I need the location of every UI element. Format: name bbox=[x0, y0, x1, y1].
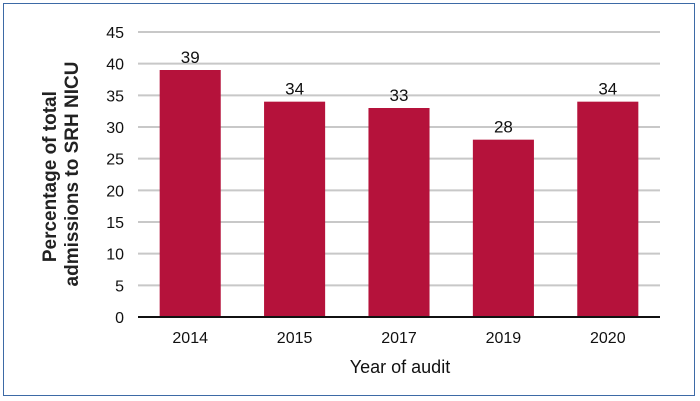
y-tick-label: 10 bbox=[106, 247, 124, 264]
x-tick-labels: 2014 2015 2017 2019 2020 bbox=[172, 330, 625, 347]
y-tick-label: 5 bbox=[115, 278, 124, 295]
data-label-2020: 34 bbox=[598, 80, 617, 99]
y-axis-title: Percentage of total admissions to SRH NI… bbox=[40, 62, 83, 287]
bar-2014 bbox=[159, 70, 221, 317]
x-tick-label-2020: 2020 bbox=[590, 330, 626, 347]
data-label-2017: 33 bbox=[390, 86, 409, 105]
y-tick-label: 25 bbox=[106, 152, 124, 169]
data-label-2019: 28 bbox=[494, 118, 513, 137]
data-label-2015: 34 bbox=[285, 80, 304, 99]
x-tick-label-2014: 2014 bbox=[172, 330, 208, 347]
data-label-2014: 39 bbox=[181, 48, 200, 67]
y-tick-label: 20 bbox=[106, 183, 124, 200]
bar-2017 bbox=[368, 108, 430, 317]
x-tick-label-2015: 2015 bbox=[277, 330, 313, 347]
y-tick-label: 30 bbox=[106, 120, 124, 137]
y-tick-label: 45 bbox=[106, 25, 124, 42]
x-tick-label-2019: 2019 bbox=[486, 330, 522, 347]
data-labels: 39 34 33 28 34 bbox=[181, 48, 618, 137]
y-tick-label: 40 bbox=[106, 57, 124, 74]
x-axis-title: Year of audit bbox=[350, 357, 450, 377]
x-tick-label-2017: 2017 bbox=[381, 330, 417, 347]
bars bbox=[159, 70, 639, 318]
y-tick-label: 0 bbox=[115, 310, 124, 327]
y-axis-title-line-1: Percentage of total bbox=[40, 91, 61, 262]
y-axis-title-line-2: admissions to SRH NICU bbox=[62, 62, 83, 287]
y-tick-label: 35 bbox=[106, 88, 124, 105]
y-tick-label: 15 bbox=[106, 215, 124, 232]
bar-2020 bbox=[577, 101, 639, 318]
y-tick-labels: 0 5 10 15 20 25 30 35 40 45 bbox=[106, 25, 124, 327]
bar-2019 bbox=[472, 139, 534, 317]
bar-2015 bbox=[264, 101, 326, 318]
